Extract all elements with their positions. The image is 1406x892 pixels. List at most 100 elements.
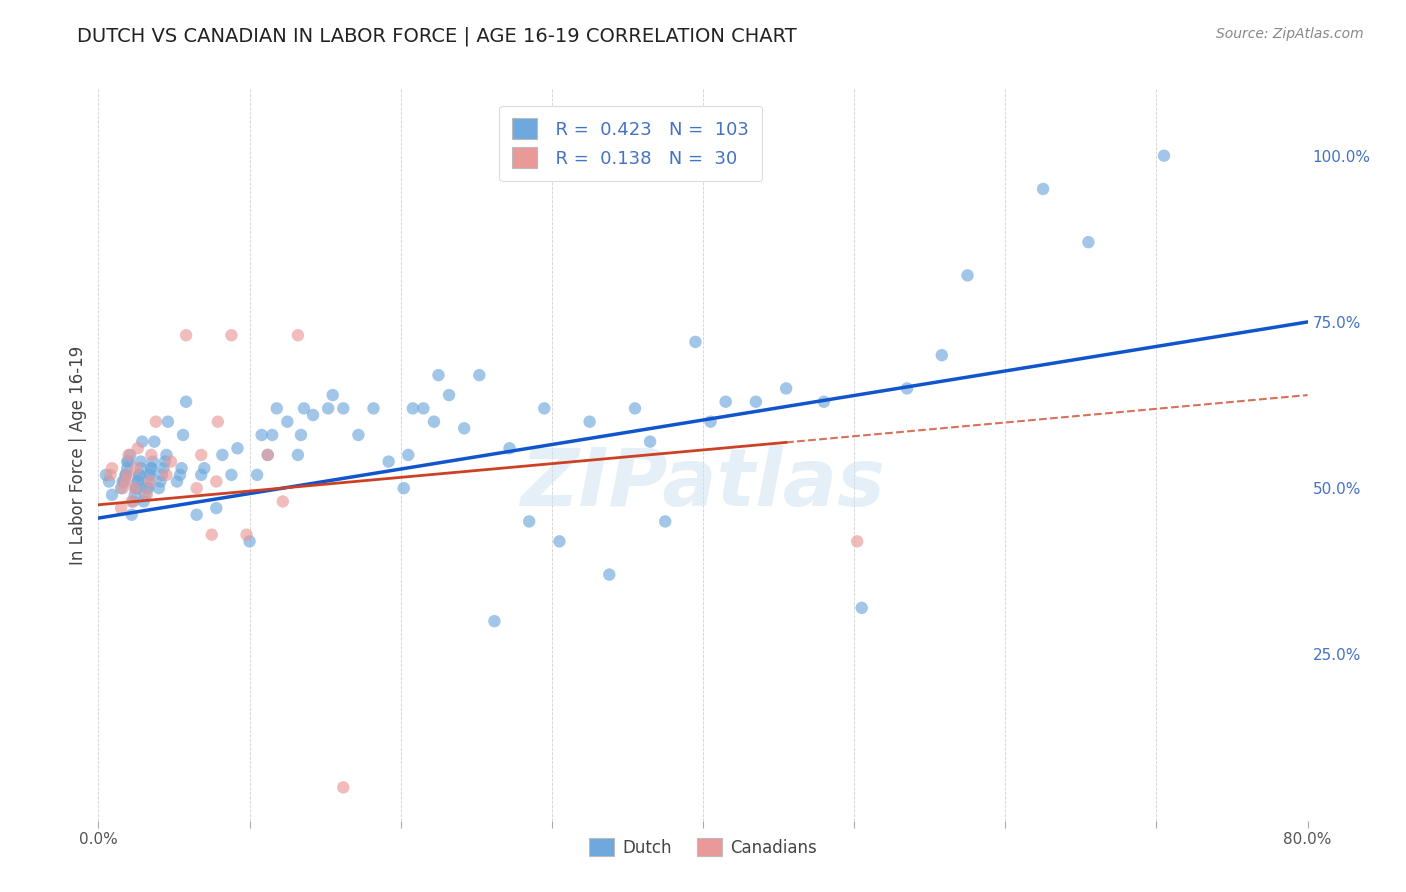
Point — [239, 534, 262, 549]
Point — [152, 461, 174, 475]
Text: Source: ZipAtlas.com: Source: ZipAtlas.com — [1216, 27, 1364, 41]
Point — [118, 454, 141, 468]
Point — [134, 488, 156, 502]
Point — [276, 415, 298, 429]
Point — [111, 475, 134, 489]
Point — [402, 401, 425, 416]
Point — [148, 481, 170, 495]
Point — [226, 442, 249, 456]
Point — [287, 448, 309, 462]
Point — [437, 388, 460, 402]
Point — [129, 454, 152, 468]
Point — [262, 428, 284, 442]
Point — [186, 508, 208, 522]
Point — [287, 328, 309, 343]
Point — [316, 401, 339, 416]
Point — [128, 467, 150, 482]
Point — [142, 454, 165, 468]
Point — [145, 415, 167, 429]
Point — [115, 467, 138, 482]
Point — [813, 394, 835, 409]
Point — [174, 328, 197, 343]
Point — [654, 515, 676, 529]
Point — [956, 268, 979, 283]
Point — [392, 481, 415, 495]
Point — [101, 488, 124, 502]
Point — [128, 467, 150, 482]
Point — [135, 481, 157, 495]
Point — [110, 501, 132, 516]
Point — [624, 401, 647, 416]
Point — [101, 461, 124, 475]
Point — [517, 515, 540, 529]
Point — [266, 401, 288, 416]
Point — [160, 454, 183, 468]
Point — [221, 467, 243, 482]
Point — [155, 448, 177, 462]
Point — [190, 448, 212, 462]
Point — [153, 454, 176, 468]
Point — [931, 348, 953, 362]
Point — [100, 467, 122, 482]
Point — [136, 475, 159, 489]
Point — [139, 475, 162, 489]
Point — [423, 415, 446, 429]
Point — [114, 467, 136, 482]
Point — [127, 475, 149, 489]
Point — [174, 394, 197, 409]
Point — [484, 614, 506, 628]
Point — [124, 481, 146, 495]
Point — [114, 475, 136, 489]
Point — [170, 461, 193, 475]
Point — [207, 415, 229, 429]
Point — [533, 401, 555, 416]
Point — [112, 475, 135, 489]
Point — [377, 454, 399, 468]
Point — [114, 467, 136, 482]
Legend: Dutch, Canadians: Dutch, Canadians — [582, 831, 824, 863]
Point — [332, 780, 354, 795]
Point — [141, 461, 163, 475]
Point — [193, 461, 215, 475]
Point — [1032, 182, 1054, 196]
Point — [846, 534, 869, 549]
Point — [118, 448, 141, 462]
Point — [121, 494, 143, 508]
Point — [120, 448, 142, 462]
Point — [246, 467, 269, 482]
Point — [201, 527, 224, 541]
Point — [190, 467, 212, 482]
Point — [256, 448, 278, 462]
Point — [139, 467, 162, 482]
Point — [363, 401, 385, 416]
Point — [235, 527, 257, 541]
Point — [412, 401, 434, 416]
Point — [121, 508, 143, 522]
Point — [136, 481, 159, 495]
Point — [851, 600, 873, 615]
Point — [125, 481, 148, 495]
Point — [94, 467, 117, 482]
Point — [205, 501, 228, 516]
Point — [745, 394, 768, 409]
Point — [111, 481, 134, 495]
Point — [302, 408, 325, 422]
Point — [211, 448, 233, 462]
Point — [149, 475, 172, 489]
Point — [699, 415, 721, 429]
Point — [548, 534, 571, 549]
Point — [156, 415, 179, 429]
Point — [141, 461, 163, 475]
Point — [98, 475, 121, 489]
Point — [186, 481, 208, 495]
Point — [125, 461, 148, 475]
Point — [498, 442, 520, 456]
Point — [322, 388, 344, 402]
Point — [139, 467, 162, 482]
Point — [150, 467, 173, 482]
Point — [127, 475, 149, 489]
Text: ZIPatlas: ZIPatlas — [520, 445, 886, 524]
Point — [598, 567, 620, 582]
Point — [135, 488, 157, 502]
Point — [143, 434, 166, 449]
